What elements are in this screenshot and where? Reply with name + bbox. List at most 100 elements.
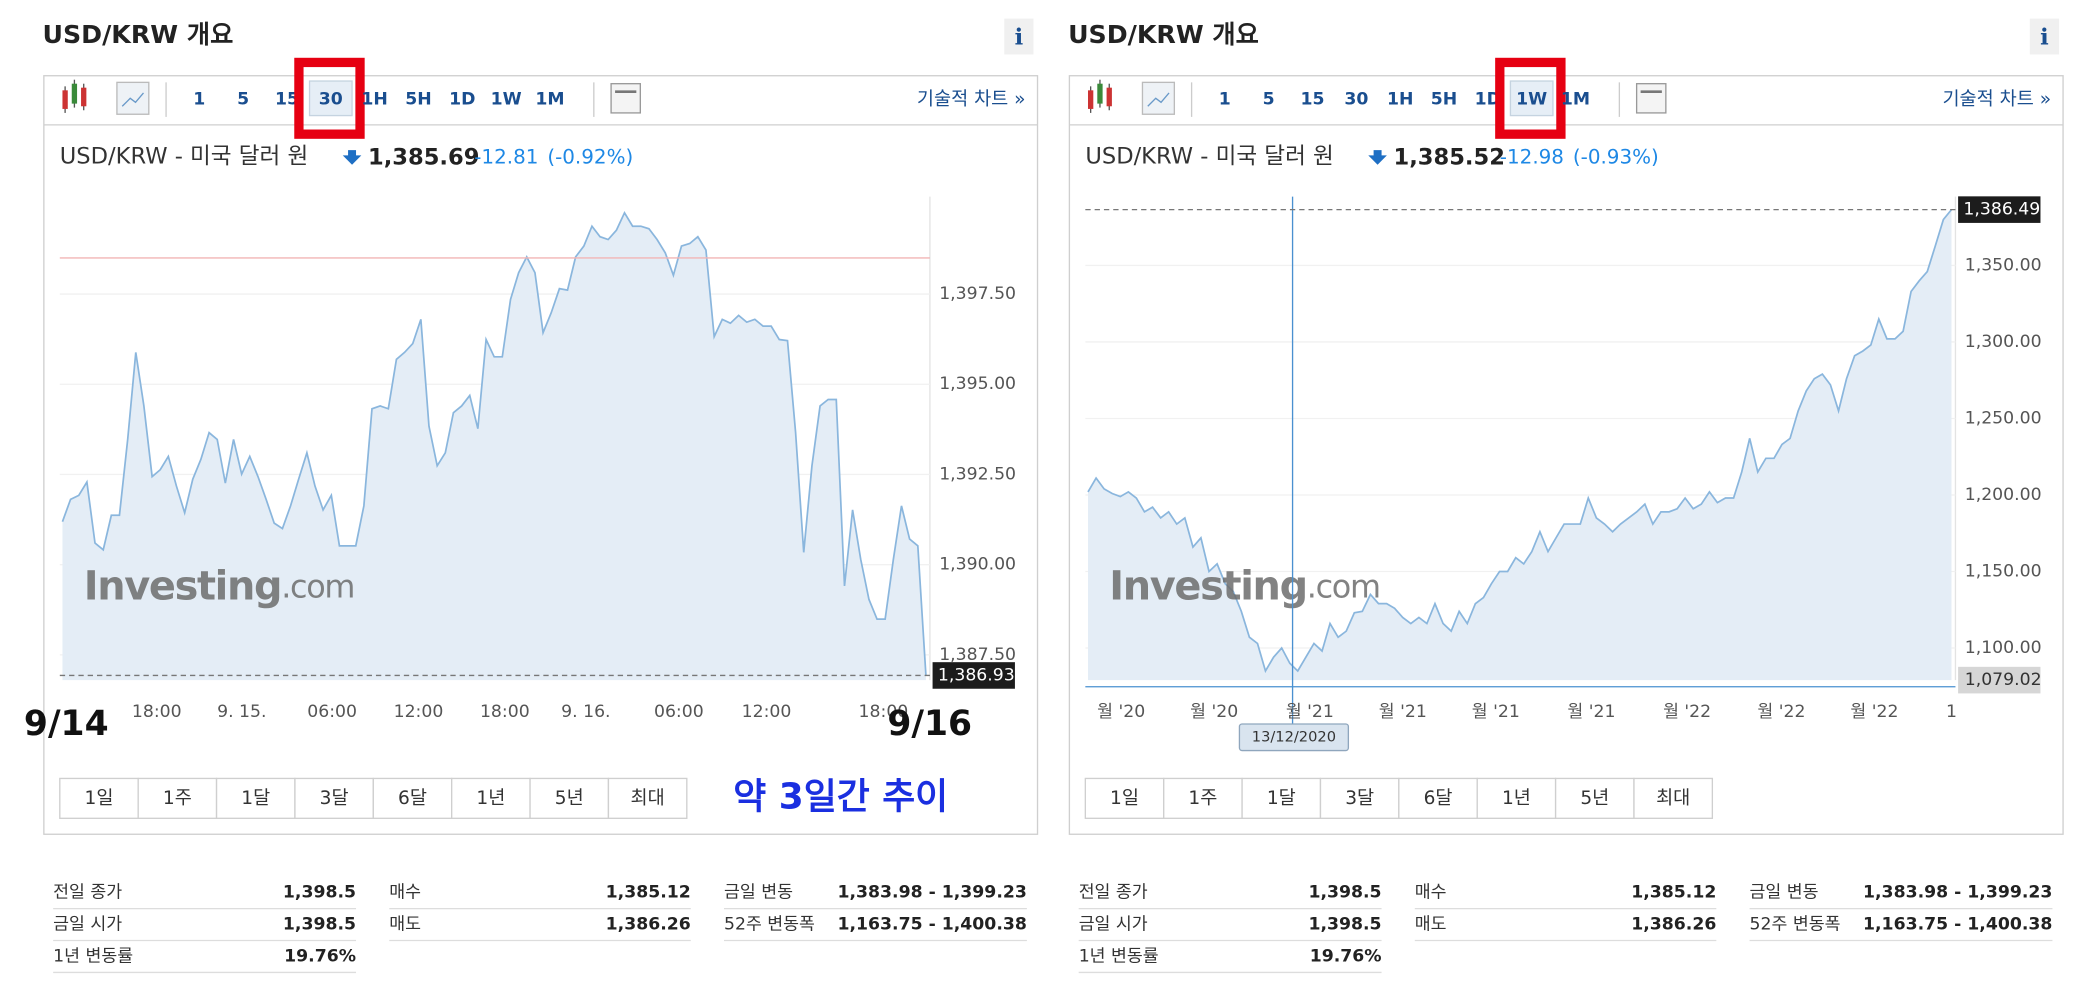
info-button-bg[interactable] xyxy=(2029,18,2060,55)
range-label[interactable]: 3달 xyxy=(320,788,349,809)
interval-button[interactable]: 15 xyxy=(275,90,299,110)
candle-icon[interactable] xyxy=(1087,79,1112,113)
y-tick-label: 1,300.00 xyxy=(1965,332,2042,352)
stat-value: 19.76% xyxy=(1310,946,1382,966)
y-tick-label: 1,250.00 xyxy=(1965,408,2042,428)
range-label[interactable]: 6달 xyxy=(398,788,427,809)
last-label-bg xyxy=(932,662,1015,689)
quote-price: 1,385.52 xyxy=(1394,145,1505,171)
x-tick-label: 12:00 xyxy=(394,702,444,722)
interval-button[interactable]: 1 xyxy=(193,90,205,110)
range-button[interactable] xyxy=(1398,777,1478,819)
interval-button[interactable]: 30 xyxy=(1344,90,1368,110)
down-arrow xyxy=(1368,150,1387,165)
interval-button[interactable]: 1D xyxy=(1475,90,1501,110)
range-label[interactable]: 1년 xyxy=(1502,788,1531,809)
interval-button[interactable]: 30 xyxy=(319,90,343,110)
y-tick-label: 1,387.50 xyxy=(939,645,1016,665)
stat-value: 1,398.5 xyxy=(283,915,356,935)
quote-name: USD/KRW - 미국 달러 원 xyxy=(60,143,308,169)
range-label[interactable]: 6달 xyxy=(1424,788,1453,809)
candle-icon[interactable] xyxy=(62,79,87,113)
range-label[interactable]: 1주 xyxy=(163,788,192,809)
area-icon[interactable] xyxy=(116,81,150,115)
range-label[interactable]: 최대 xyxy=(1656,788,1690,809)
y-tick-label: 1,390.00 xyxy=(939,555,1016,575)
range-label[interactable]: 1달 xyxy=(1267,788,1296,809)
stat-label: 52주 변동폭 xyxy=(724,915,815,935)
range-label[interactable]: 1주 xyxy=(1188,788,1217,809)
interval-button[interactable]: 1M xyxy=(535,90,564,110)
interval-button[interactable]: 1 xyxy=(1219,90,1231,110)
area-icon-line xyxy=(1147,92,1170,107)
interval-button[interactable]: 5H xyxy=(1431,90,1457,110)
area-fill xyxy=(62,212,926,681)
interval-button[interactable]: 1W xyxy=(491,90,522,110)
annotation-note: 약 3일간 추이 xyxy=(733,776,948,817)
technical-chart-link[interactable]: 기술적 차트 » xyxy=(1942,89,2051,110)
area-icon[interactable] xyxy=(1141,81,1176,115)
interval-button[interactable]: 1H xyxy=(1387,90,1413,110)
range-label[interactable]: 1달 xyxy=(241,788,270,809)
table-icon[interactable] xyxy=(610,83,641,114)
stat-value: 1,163.75 - 1,400.38 xyxy=(1863,915,2052,935)
range-button[interactable] xyxy=(1633,777,1714,819)
x-tick-label: 월 '20 xyxy=(1190,702,1238,722)
range-button[interactable] xyxy=(451,777,531,819)
info-button[interactable]: i xyxy=(1015,25,1024,51)
range-button[interactable] xyxy=(215,777,296,819)
stat-label: 매도 xyxy=(389,915,421,935)
interval-button[interactable]: 15 xyxy=(1300,90,1324,110)
y-tick-label: 1,150.00 xyxy=(1965,562,2042,582)
x-tick-label: 월 '21 xyxy=(1472,702,1520,722)
stat-label: 1년 변동률 xyxy=(1079,946,1159,966)
last-label: 1,386.93 xyxy=(938,665,1015,685)
range-label[interactable]: 최대 xyxy=(631,788,665,809)
range-label[interactable]: 3달 xyxy=(1345,788,1374,809)
highlight-box xyxy=(294,57,365,139)
range-button[interactable] xyxy=(137,777,218,819)
watermark-domain: .com xyxy=(281,567,354,605)
range-button[interactable] xyxy=(607,777,688,819)
crosshair-label: 13/12/2020 xyxy=(1252,728,1336,745)
stat-value: 1,383.98 - 1,399.23 xyxy=(1863,883,2052,903)
candle-body xyxy=(1106,87,1112,107)
stat-label: 매도 xyxy=(1415,915,1447,935)
interval-button[interactable]: 5H xyxy=(405,90,431,110)
interval-button[interactable]: 5 xyxy=(237,90,249,110)
interval-button[interactable]: 1D xyxy=(449,90,475,110)
interval-button[interactable]: 1W xyxy=(1516,90,1547,110)
info-button[interactable]: i xyxy=(2040,25,2049,51)
stat-label: 금일 변동 xyxy=(1750,883,1819,903)
range-label[interactable]: 1일 xyxy=(1110,788,1139,809)
interval-button[interactable]: 1M xyxy=(1561,90,1590,110)
range-label[interactable]: 5년 xyxy=(555,788,584,809)
interval-button[interactable]: 1H xyxy=(361,90,387,110)
range-label[interactable]: 1년 xyxy=(476,788,505,809)
technical-chart-link[interactable]: 기술적 차트 » xyxy=(917,89,1026,110)
range-label[interactable]: 1일 xyxy=(85,788,114,809)
interval-button[interactable]: 5 xyxy=(1263,90,1275,110)
quote-change-pct: (-0.92%) xyxy=(547,146,633,169)
range-button[interactable] xyxy=(1084,777,1165,819)
range-button[interactable] xyxy=(59,777,139,819)
range-button[interactable] xyxy=(1476,777,1557,819)
candle-body xyxy=(81,87,87,107)
watermark: Investing.com xyxy=(84,563,354,609)
y-tick-label: 1,100.00 xyxy=(1965,638,2042,658)
range-button[interactable] xyxy=(1319,777,1400,819)
y-tick-label: 1,350.00 xyxy=(1965,255,2042,275)
stat-value: 1,398.5 xyxy=(283,883,356,903)
range-label[interactable]: 5년 xyxy=(1580,788,1609,809)
x-tick-label: 월 '22 xyxy=(1850,702,1898,722)
panel-title: USD/KRW 개요 xyxy=(1068,20,1259,49)
range-button[interactable] xyxy=(1163,777,1243,819)
range-button[interactable] xyxy=(294,777,374,819)
annotation-end-date: 9/16 xyxy=(887,704,972,744)
range-button[interactable] xyxy=(1241,777,1322,819)
info-button-bg[interactable] xyxy=(1004,18,1034,55)
table-icon[interactable] xyxy=(1635,83,1667,114)
stat-label: 52주 변동폭 xyxy=(1750,915,1841,935)
